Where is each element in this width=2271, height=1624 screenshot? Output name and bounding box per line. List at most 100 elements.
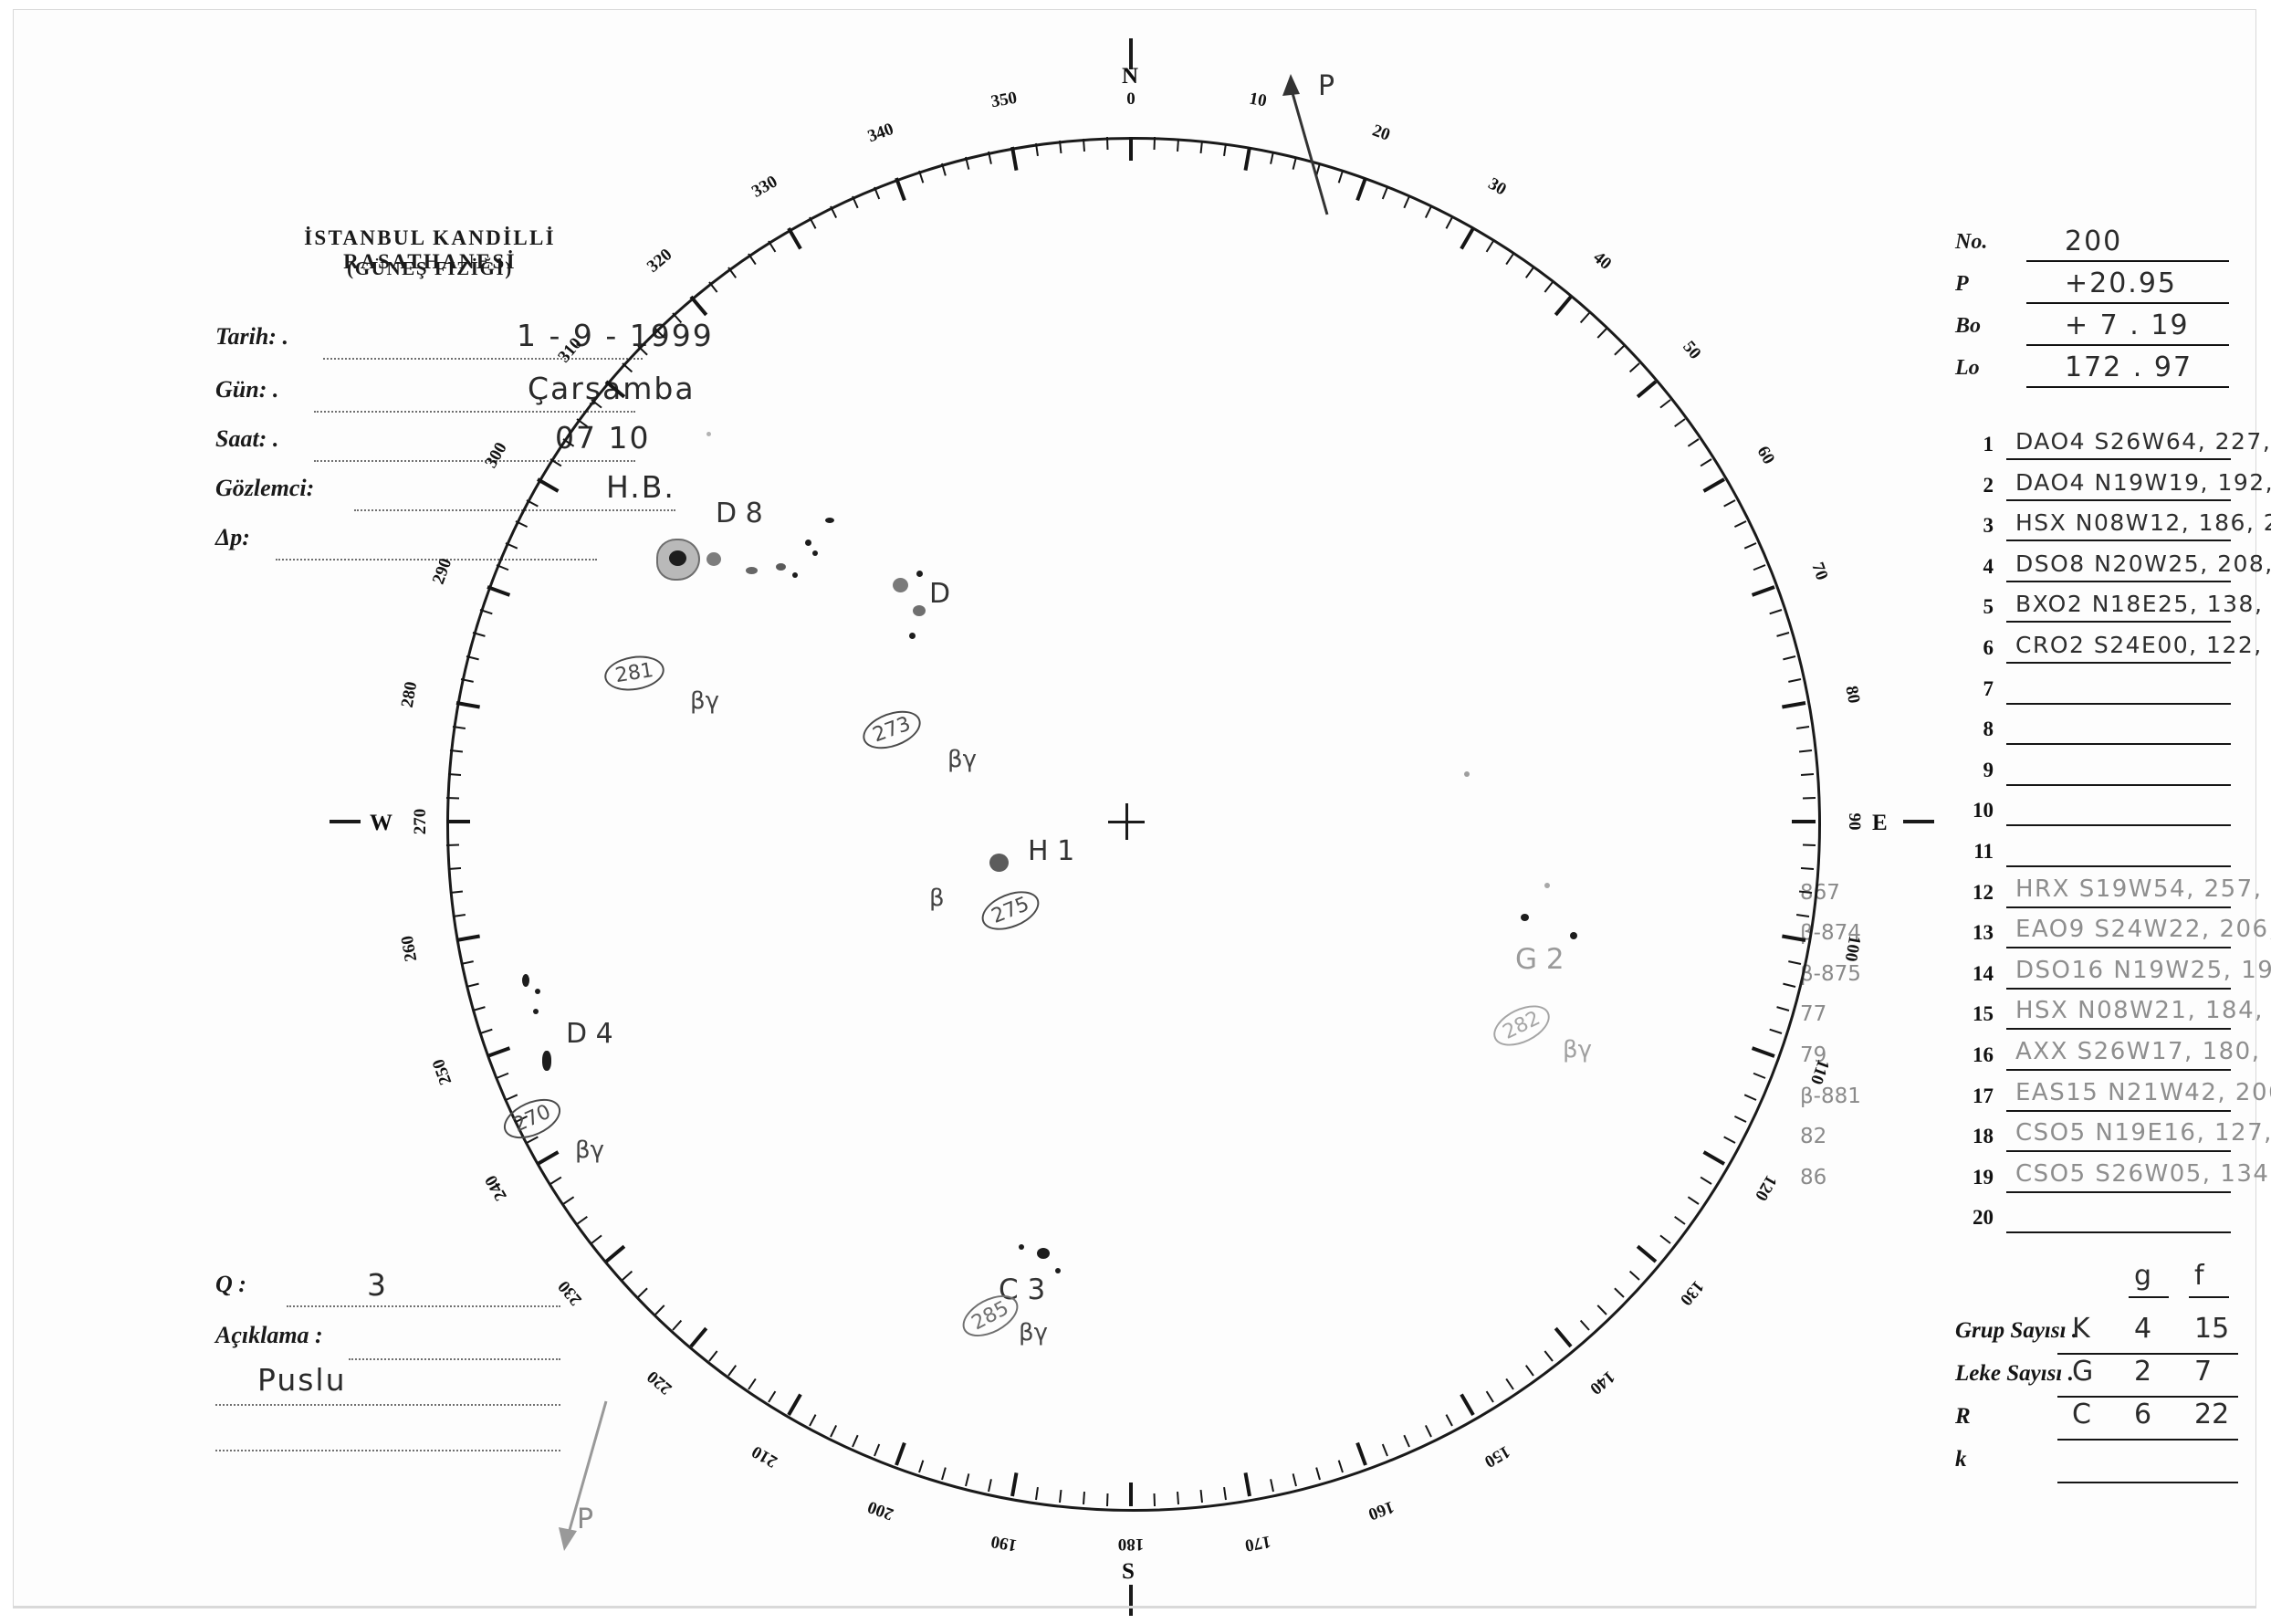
group-row-number-15: 15 xyxy=(1973,1002,1994,1026)
degree-label-250: 250 xyxy=(429,1056,456,1088)
umbra-281-b xyxy=(706,552,721,566)
header-value-3[interactable]: 172 . 97 xyxy=(2065,351,2193,383)
group-row-text-12[interactable]: HRX S19W54, 257, 2 xyxy=(2015,875,2271,903)
header-rule-0 xyxy=(2026,260,2229,262)
solar-disk: 10 20 30 40 50 60 70 80 100 110 120 130 140 150 160 170… xyxy=(330,38,1934,1616)
quality-value[interactable]: 3 xyxy=(367,1267,388,1303)
group-row-prefix-14: β-875 xyxy=(1800,961,1861,986)
cardinal-east: E xyxy=(1872,811,1888,836)
group-row-rule-4 xyxy=(2006,580,2231,582)
umbra-281-c xyxy=(746,567,758,574)
remark-value[interactable]: Puslu xyxy=(257,1362,347,1398)
header-value-2[interactable]: + 7 . 19 xyxy=(2065,309,2190,341)
disk-center-crosshair xyxy=(1108,803,1145,840)
speck-1 xyxy=(706,432,711,436)
group-row-rule-12 xyxy=(2006,906,2231,908)
degree-label-330: 330 xyxy=(748,172,781,203)
group-row-text-3[interactable]: HSX N08W12, 186, 2 xyxy=(2015,509,2271,537)
observatory-subtitle: (GÜNEŞ FİZİĞİ) xyxy=(347,257,513,279)
summary-col-header-f: f xyxy=(2194,1260,2204,1292)
summary-row-label-0: Grup Sayısı . xyxy=(1955,1318,2078,1343)
group-row-rule-16 xyxy=(2006,1069,2231,1071)
header-value-1[interactable]: +20.95 xyxy=(2065,267,2178,299)
group-row-text-14[interactable]: DSO16 N19W25, 198, 10 xyxy=(2015,956,2271,984)
cardinal-letter-south: S xyxy=(1122,1559,1135,1584)
summary-cell-2-code[interactable]: C xyxy=(2072,1399,2091,1430)
group-row-rule-13 xyxy=(2006,947,2231,949)
cardinal-degree-east: 90 xyxy=(1845,812,1864,831)
group-row-rule-20 xyxy=(2006,1231,2231,1234)
axis-stub-east xyxy=(1903,820,1934,823)
summary-cell-1-f[interactable]: 7 xyxy=(2194,1356,2213,1388)
degree-label-50: 50 xyxy=(1679,338,1705,364)
group-row-20: 20 xyxy=(1937,1191,2238,1235)
group-285-classification: βγ xyxy=(1019,1319,1048,1346)
summary-cell-1-code[interactable]: G xyxy=(2072,1356,2094,1388)
group-row-number-2: 2 xyxy=(1983,473,1994,497)
p-label-north: P xyxy=(1318,70,1335,102)
umbra-285-c xyxy=(1055,1268,1061,1273)
group-row-text-15[interactable]: HSX N08W21, 184, 2 xyxy=(2015,997,2271,1025)
group-row-rule-11 xyxy=(2006,865,2231,867)
summary-cell-0-code[interactable]: K xyxy=(2072,1313,2090,1345)
group-row-number-14: 14 xyxy=(1973,961,1994,985)
umbra-282-a xyxy=(1521,914,1529,921)
axis-stub-north xyxy=(1129,38,1133,69)
group-row-text-16[interactable]: AXX S26W17, 180, 1 xyxy=(2015,1038,2271,1065)
summary-col-header-rule-g xyxy=(2129,1296,2169,1298)
umbra-273-b xyxy=(916,571,923,577)
quality-label: Q : xyxy=(215,1271,246,1297)
summary-cell-1-g[interactable]: 2 xyxy=(2134,1356,2152,1388)
group-row-text-2[interactable]: DAO4 N19W19, 192, 4 xyxy=(2015,468,2271,496)
axis-stub-south xyxy=(1129,1585,1133,1616)
group-row-text-18[interactable]: CSO5 N19E16, 127, 9 xyxy=(2015,1119,2271,1147)
group-275-classification: β xyxy=(929,885,945,912)
degree-label-210: 210 xyxy=(748,1441,781,1472)
header-row-bo: Bo + 7 . 19 xyxy=(1955,309,2229,349)
degree-label-30: 30 xyxy=(1484,174,1510,200)
group-row-text-6[interactable]: CRO2 S24E00, 122, 4 xyxy=(2015,632,2271,658)
degree-label-160: 160 xyxy=(1366,1496,1397,1524)
group-row-number-13: 13 xyxy=(1973,921,1994,945)
header-row-lo: Lo 172 . 97 xyxy=(1955,351,2229,391)
umbra-281-h xyxy=(825,518,834,523)
group-row-text-19[interactable]: CSO5 S26W05, 134, 5 xyxy=(2015,1159,2271,1188)
header-value-0[interactable]: 200 xyxy=(2065,225,2123,257)
umbra-282-b xyxy=(1570,932,1577,939)
group-row-text-17[interactable]: EAS15 N21W42, 206, 11 xyxy=(2015,1078,2271,1106)
p-label-south: P xyxy=(577,1504,594,1535)
summary-cell-0-f[interactable]: 15 xyxy=(2194,1313,2230,1345)
header-label-2: Bo xyxy=(1955,314,1982,338)
group-270-classification: βγ xyxy=(575,1137,604,1164)
degree-label-190: 190 xyxy=(989,1531,1019,1556)
group-row-text-1[interactable]: DAO4 S26W64, 227, 8 xyxy=(2015,428,2271,455)
cardinal-degree-west: 270 xyxy=(411,808,430,835)
degree-label-200: 200 xyxy=(864,1496,896,1524)
summary-cell-2-f[interactable]: 22 xyxy=(2194,1399,2230,1430)
group-row-prefix-15: 77 xyxy=(1800,1002,1827,1027)
group-row-text-13[interactable]: EAO9 S24W22, 206, 12 xyxy=(2015,916,2271,944)
cardinal-south: S xyxy=(1122,1559,1135,1585)
summary-row-rule-3 xyxy=(2057,1482,2238,1483)
group-281-classification: βγ xyxy=(690,687,719,715)
group-row-number-10: 10 xyxy=(1973,799,1994,822)
group-row-text-4[interactable]: DSO8 N20W25, 208, 10 xyxy=(2015,550,2271,577)
summary-cell-0-g[interactable]: 4 xyxy=(2134,1313,2152,1345)
group-row-text-5[interactable]: BXO2 N18E25, 138, 7 xyxy=(2015,591,2271,618)
group-row-prefix-18: 82 xyxy=(1800,1125,1827,1149)
form-dotline-1 xyxy=(314,411,635,413)
group-row-number-4: 4 xyxy=(1983,554,1994,578)
degree-label-110: 110 xyxy=(1805,1056,1833,1087)
group-row-number-17: 17 xyxy=(1973,1084,1994,1107)
group-row-11: 11 xyxy=(1937,825,2238,869)
umbra-281-d xyxy=(776,563,786,571)
cardinal-north: N xyxy=(1122,64,1138,89)
summary-cell-2-g[interactable]: 6 xyxy=(2134,1399,2152,1430)
speck-2 xyxy=(1464,771,1470,777)
